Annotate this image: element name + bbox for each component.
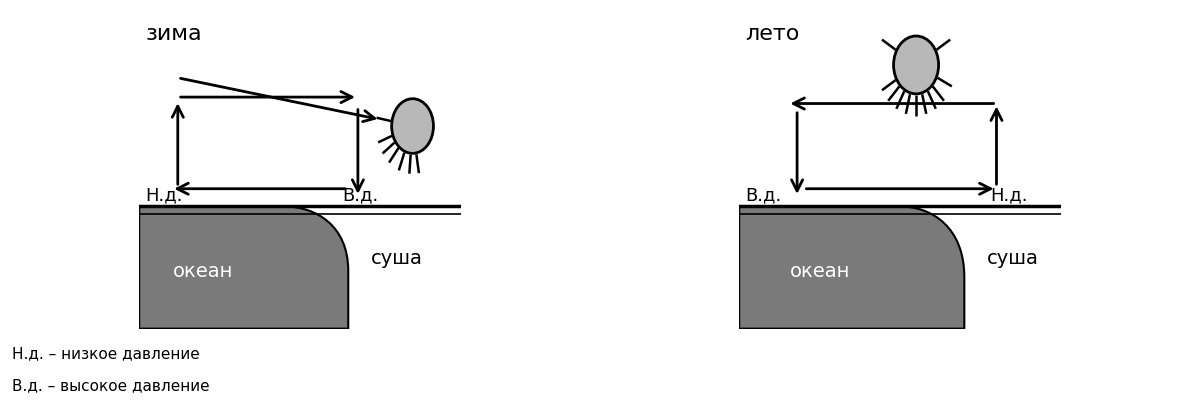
Text: В.д. – высокое давление: В.д. – высокое давление: [12, 377, 210, 392]
Ellipse shape: [391, 99, 433, 154]
Text: суша: суша: [986, 249, 1038, 268]
Text: океан: океан: [173, 261, 234, 281]
Text: В.д.: В.д.: [745, 186, 782, 204]
Text: лето: лето: [745, 24, 800, 44]
Text: суша: суша: [371, 249, 422, 268]
Text: зима: зима: [145, 24, 203, 44]
Ellipse shape: [894, 37, 938, 95]
Text: океан: океан: [790, 261, 850, 281]
Text: В.д.: В.д.: [342, 186, 378, 204]
Text: Н.д.: Н.д.: [145, 186, 184, 204]
PathPatch shape: [739, 207, 965, 329]
PathPatch shape: [139, 207, 348, 329]
Text: Н.д.: Н.д.: [990, 186, 1027, 204]
Text: Н.д. – низкое давление: Н.д. – низкое давление: [12, 345, 199, 360]
